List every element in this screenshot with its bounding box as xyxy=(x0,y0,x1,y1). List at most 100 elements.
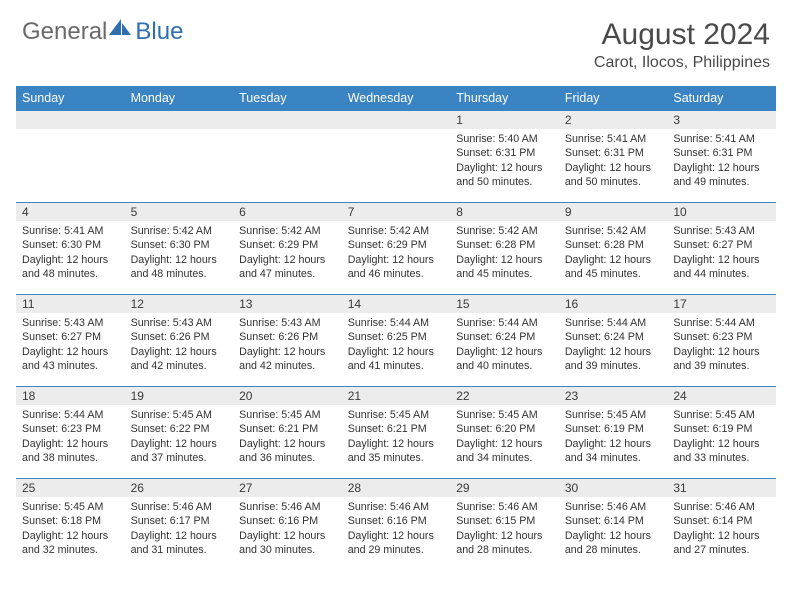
day-cell: 4Sunrise: 5:41 AMSunset: 6:30 PMDaylight… xyxy=(16,203,125,295)
week-row: 18Sunrise: 5:44 AMSunset: 6:23 PMDayligh… xyxy=(16,387,776,479)
day-content xyxy=(16,129,125,136)
logo-sail-icon xyxy=(107,17,133,37)
day-number: 21 xyxy=(342,387,451,405)
day-cell: 16Sunrise: 5:44 AMSunset: 6:24 PMDayligh… xyxy=(559,295,668,387)
day-content: Sunrise: 5:41 AMSunset: 6:30 PMDaylight:… xyxy=(16,221,125,286)
day-number: 30 xyxy=(559,479,668,497)
day-cell: 23Sunrise: 5:45 AMSunset: 6:19 PMDayligh… xyxy=(559,387,668,479)
day-content: Sunrise: 5:45 AMSunset: 6:18 PMDaylight:… xyxy=(16,497,125,562)
day-content: Sunrise: 5:46 AMSunset: 6:14 PMDaylight:… xyxy=(559,497,668,562)
day-cell xyxy=(16,111,125,203)
day-cell: 30Sunrise: 5:46 AMSunset: 6:14 PMDayligh… xyxy=(559,479,668,571)
day-content: Sunrise: 5:44 AMSunset: 6:23 PMDaylight:… xyxy=(667,313,776,378)
day-cell: 20Sunrise: 5:45 AMSunset: 6:21 PMDayligh… xyxy=(233,387,342,479)
day-header: Tuesday xyxy=(233,86,342,111)
day-number: 6 xyxy=(233,203,342,221)
day-header: Monday xyxy=(125,86,234,111)
day-number: 27 xyxy=(233,479,342,497)
day-number: 24 xyxy=(667,387,776,405)
day-cell: 14Sunrise: 5:44 AMSunset: 6:25 PMDayligh… xyxy=(342,295,451,387)
day-number: 17 xyxy=(667,295,776,313)
day-number: 25 xyxy=(16,479,125,497)
day-content: Sunrise: 5:45 AMSunset: 6:21 PMDaylight:… xyxy=(233,405,342,470)
day-cell: 18Sunrise: 5:44 AMSunset: 6:23 PMDayligh… xyxy=(16,387,125,479)
day-cell: 15Sunrise: 5:44 AMSunset: 6:24 PMDayligh… xyxy=(450,295,559,387)
calendar-head: SundayMondayTuesdayWednesdayThursdayFrid… xyxy=(16,86,776,111)
day-number: 20 xyxy=(233,387,342,405)
day-content: Sunrise: 5:42 AMSunset: 6:28 PMDaylight:… xyxy=(559,221,668,286)
day-content: Sunrise: 5:44 AMSunset: 6:24 PMDaylight:… xyxy=(450,313,559,378)
day-number: 29 xyxy=(450,479,559,497)
day-content: Sunrise: 5:46 AMSunset: 6:16 PMDaylight:… xyxy=(342,497,451,562)
page-header: General Blue August 2024 Carot, Ilocos, … xyxy=(0,0,792,80)
day-header-row: SundayMondayTuesdayWednesdayThursdayFrid… xyxy=(16,86,776,111)
day-content: Sunrise: 5:45 AMSunset: 6:22 PMDaylight:… xyxy=(125,405,234,470)
day-cell xyxy=(233,111,342,203)
title-block: August 2024 Carot, Ilocos, Philippines xyxy=(594,18,770,72)
day-content xyxy=(125,129,234,136)
day-content xyxy=(342,129,451,136)
day-content: Sunrise: 5:42 AMSunset: 6:29 PMDaylight:… xyxy=(233,221,342,286)
day-content: Sunrise: 5:43 AMSunset: 6:26 PMDaylight:… xyxy=(233,313,342,378)
day-content: Sunrise: 5:43 AMSunset: 6:27 PMDaylight:… xyxy=(16,313,125,378)
location-text: Carot, Ilocos, Philippines xyxy=(594,54,770,72)
day-cell: 7Sunrise: 5:42 AMSunset: 6:29 PMDaylight… xyxy=(342,203,451,295)
day-cell: 17Sunrise: 5:44 AMSunset: 6:23 PMDayligh… xyxy=(667,295,776,387)
day-content: Sunrise: 5:41 AMSunset: 6:31 PMDaylight:… xyxy=(667,129,776,194)
day-cell: 27Sunrise: 5:46 AMSunset: 6:16 PMDayligh… xyxy=(233,479,342,571)
day-number: 22 xyxy=(450,387,559,405)
day-number: 15 xyxy=(450,295,559,313)
day-content: Sunrise: 5:46 AMSunset: 6:14 PMDaylight:… xyxy=(667,497,776,562)
day-number xyxy=(342,111,451,129)
day-header: Thursday xyxy=(450,86,559,111)
day-content: Sunrise: 5:42 AMSunset: 6:28 PMDaylight:… xyxy=(450,221,559,286)
logo-text-general: General xyxy=(22,18,107,46)
day-number: 14 xyxy=(342,295,451,313)
day-cell: 26Sunrise: 5:46 AMSunset: 6:17 PMDayligh… xyxy=(125,479,234,571)
week-row: 4Sunrise: 5:41 AMSunset: 6:30 PMDaylight… xyxy=(16,203,776,295)
day-cell: 1Sunrise: 5:40 AMSunset: 6:31 PMDaylight… xyxy=(450,111,559,203)
day-header: Sunday xyxy=(16,86,125,111)
day-cell: 29Sunrise: 5:46 AMSunset: 6:15 PMDayligh… xyxy=(450,479,559,571)
day-content: Sunrise: 5:44 AMSunset: 6:23 PMDaylight:… xyxy=(16,405,125,470)
day-content: Sunrise: 5:45 AMSunset: 6:19 PMDaylight:… xyxy=(667,405,776,470)
day-cell: 6Sunrise: 5:42 AMSunset: 6:29 PMDaylight… xyxy=(233,203,342,295)
day-cell: 3Sunrise: 5:41 AMSunset: 6:31 PMDaylight… xyxy=(667,111,776,203)
day-content: Sunrise: 5:46 AMSunset: 6:16 PMDaylight:… xyxy=(233,497,342,562)
day-cell: 25Sunrise: 5:45 AMSunset: 6:18 PMDayligh… xyxy=(16,479,125,571)
day-header: Wednesday xyxy=(342,86,451,111)
day-cell: 11Sunrise: 5:43 AMSunset: 6:27 PMDayligh… xyxy=(16,295,125,387)
day-number: 1 xyxy=(450,111,559,129)
day-content: Sunrise: 5:45 AMSunset: 6:21 PMDaylight:… xyxy=(342,405,451,470)
day-content: Sunrise: 5:41 AMSunset: 6:31 PMDaylight:… xyxy=(559,129,668,194)
week-row: 11Sunrise: 5:43 AMSunset: 6:27 PMDayligh… xyxy=(16,295,776,387)
day-number: 23 xyxy=(559,387,668,405)
day-number: 11 xyxy=(16,295,125,313)
day-number: 8 xyxy=(450,203,559,221)
day-cell: 24Sunrise: 5:45 AMSunset: 6:19 PMDayligh… xyxy=(667,387,776,479)
day-cell xyxy=(125,111,234,203)
day-content: Sunrise: 5:45 AMSunset: 6:19 PMDaylight:… xyxy=(559,405,668,470)
day-cell: 2Sunrise: 5:41 AMSunset: 6:31 PMDaylight… xyxy=(559,111,668,203)
day-cell: 21Sunrise: 5:45 AMSunset: 6:21 PMDayligh… xyxy=(342,387,451,479)
day-cell: 19Sunrise: 5:45 AMSunset: 6:22 PMDayligh… xyxy=(125,387,234,479)
day-content xyxy=(233,129,342,136)
calendar-table: SundayMondayTuesdayWednesdayThursdayFrid… xyxy=(16,86,776,571)
logo: General Blue xyxy=(22,18,183,46)
day-number: 26 xyxy=(125,479,234,497)
day-number: 31 xyxy=(667,479,776,497)
day-cell xyxy=(342,111,451,203)
day-content: Sunrise: 5:45 AMSunset: 6:20 PMDaylight:… xyxy=(450,405,559,470)
day-header: Friday xyxy=(559,86,668,111)
day-content: Sunrise: 5:46 AMSunset: 6:15 PMDaylight:… xyxy=(450,497,559,562)
day-number: 13 xyxy=(233,295,342,313)
day-content: Sunrise: 5:43 AMSunset: 6:26 PMDaylight:… xyxy=(125,313,234,378)
day-number xyxy=(16,111,125,129)
day-cell: 5Sunrise: 5:42 AMSunset: 6:30 PMDaylight… xyxy=(125,203,234,295)
day-number: 16 xyxy=(559,295,668,313)
day-number: 10 xyxy=(667,203,776,221)
day-content: Sunrise: 5:43 AMSunset: 6:27 PMDaylight:… xyxy=(667,221,776,286)
day-number: 28 xyxy=(342,479,451,497)
week-row: 25Sunrise: 5:45 AMSunset: 6:18 PMDayligh… xyxy=(16,479,776,571)
day-number: 4 xyxy=(16,203,125,221)
